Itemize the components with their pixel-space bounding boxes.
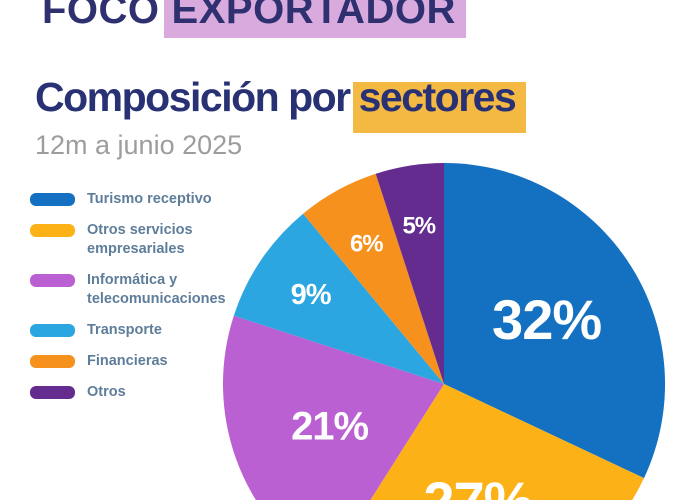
legend-swatch [30,355,75,368]
legend-label: Turismo receptivo [87,191,212,207]
legend-item-otros: Otros [30,383,235,402]
legend-swatch [30,324,75,337]
pie-label-informatica-y-telecomunicaciones: 21% [291,405,368,449]
legend-item-otros-servicios-empresariales: Otros servicios empresariales [30,221,235,259]
pie-label-financieras: 6% [350,230,383,257]
pie-slice-informatica-y-telecomunicaciones [223,315,444,500]
pie-legend: Turismo receptivo Otros servicios empres… [30,190,235,402]
pie-slice-otros-servicios-empresariales [370,384,644,500]
legend-label: Informática y telecomunicaciones [87,272,226,307]
pie-slice-turismo-receptivo [444,163,666,479]
chart-title: Composición por sectores [35,74,517,121]
legend-swatch [30,274,75,287]
pie-slice-financieras [303,173,444,384]
chart-title-plain: Composición por [35,74,351,120]
legend-label: Transporte [87,322,162,338]
legend-label: Financieras [87,353,168,369]
pie-label-turismo-receptivo: 32% [492,288,601,351]
legend-item-informatica-y-telecomunicaciones: Informática y telecomunicaciones [30,271,235,309]
pie-slice-transporte [233,213,444,384]
pie-slice-otros [375,162,444,384]
header-text-plain: FOCO [42,0,160,32]
pie-label-otros: 5% [402,212,435,239]
header-text-highlighted: EXPORTADOR [172,0,456,32]
legend-label: Otros [87,384,126,400]
chart-subtitle: 12m a junio 2025 [35,130,243,160]
legend-swatch [30,224,75,237]
legend-item-financieras: Financieras [30,352,235,371]
legend-label: Otros servicios empresariales [87,222,193,257]
legend-item-turismo-receptivo: Turismo receptivo [30,190,235,209]
legend-item-transporte: Transporte [30,321,235,340]
pie-label-transporte: 9% [291,279,332,311]
legend-swatch [30,386,75,399]
pie-label-otros-servicios-empresariales: 27% [423,470,532,500]
header-title: FOCO EXPORTADOR [42,0,456,33]
legend-swatch [30,193,75,206]
chart-title-highlighted: sectores [358,74,517,120]
